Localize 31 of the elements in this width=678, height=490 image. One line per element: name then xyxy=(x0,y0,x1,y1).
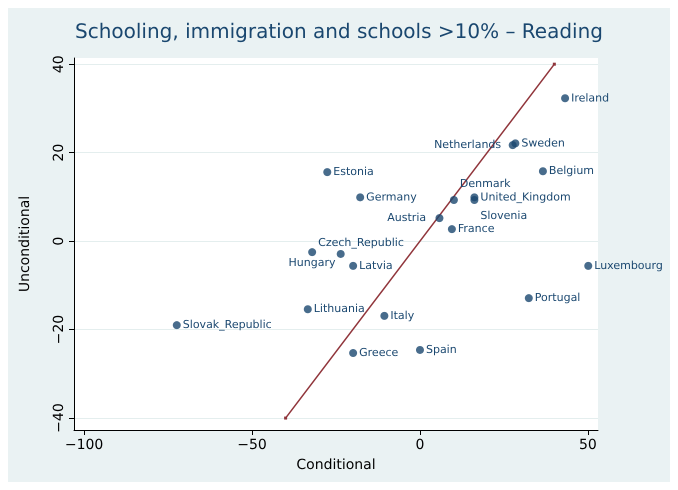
annotation: Greece xyxy=(359,346,399,360)
chart-title: Schooling, immigration and schools >10% – Reading xyxy=(75,19,603,43)
annotation: Austria xyxy=(387,211,426,224)
x-tick-label: 0 xyxy=(416,437,424,453)
x-tick-label: −50 xyxy=(237,437,267,453)
annotation: Belgium xyxy=(548,164,594,178)
y-tick-label: 40 xyxy=(51,55,67,74)
annotation: Ireland xyxy=(571,91,610,104)
x-tick-label: −100 xyxy=(64,437,104,453)
annotation: Slovak_Republic xyxy=(182,318,272,332)
y-tick-label: 0 xyxy=(51,236,67,246)
y-tick-label: −40 xyxy=(51,403,67,433)
annotation: France xyxy=(458,222,495,236)
annotation: Hungary xyxy=(288,256,336,269)
annotation: United_Kingdom xyxy=(480,190,571,204)
annotation: Spain xyxy=(426,342,457,356)
annotation: Germany xyxy=(366,190,418,204)
annotation: Portugal xyxy=(534,291,580,304)
x-tick-label: 50 xyxy=(579,437,597,453)
annotation: Lithuania xyxy=(314,302,365,316)
annotation: Czech_Republic xyxy=(318,236,404,250)
x-axis-title: Conditional xyxy=(296,457,376,473)
y-tick-label: 20 xyxy=(51,144,67,162)
annotation: Italy xyxy=(390,308,415,322)
annotation: Slovenia xyxy=(480,208,528,222)
annotation: Luxembourg xyxy=(594,258,663,272)
y-tick-label: −20 xyxy=(51,314,67,344)
y-axis-title: Unconditional xyxy=(17,196,33,292)
annotation: Estonia xyxy=(333,165,374,178)
annotation: Sweden xyxy=(521,136,565,150)
annotation: Latvia xyxy=(359,258,393,272)
